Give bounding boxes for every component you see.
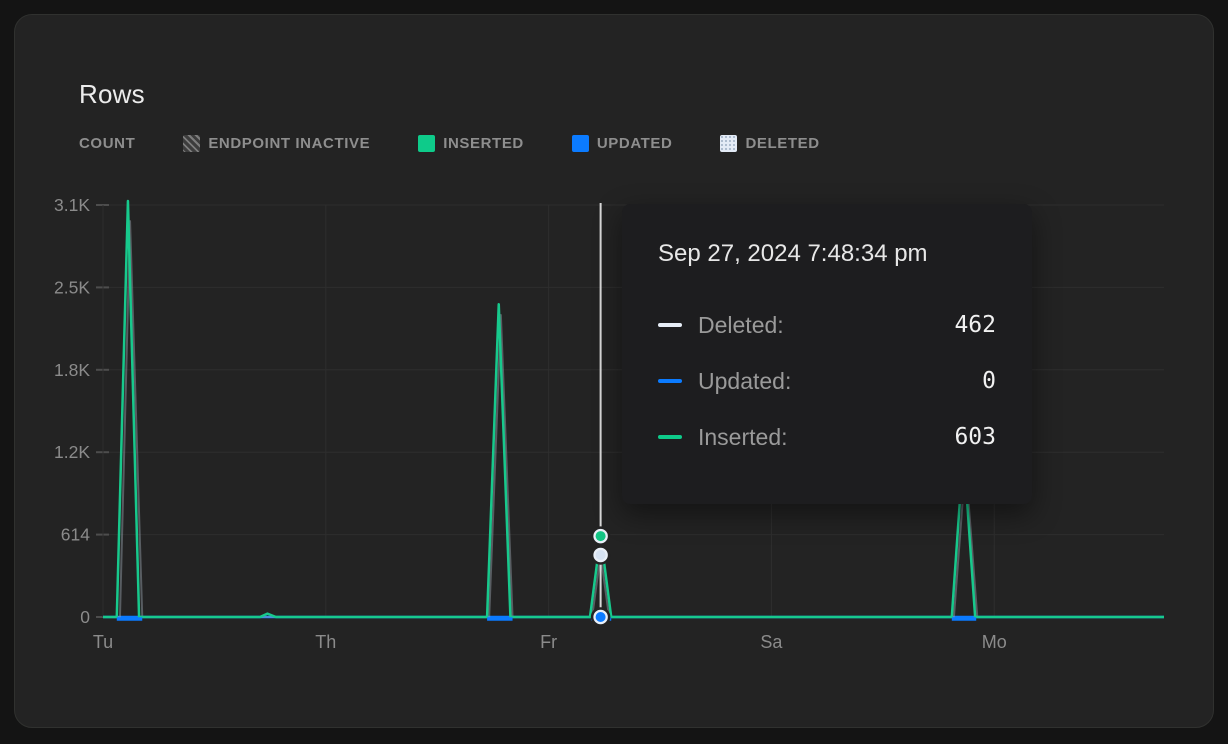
endpoint-inactive-swatch-icon [183,134,201,152]
legend-item-label: ENDPOINT INACTIVE [208,134,371,152]
y-tick-label: 3.1K [54,195,90,215]
legend-item-label: DELETED [745,134,820,152]
inserted-swatch-icon [418,134,436,152]
chart-tooltip: Sep 27, 2024 7:48:34 pm Deleted: 462 Updat… [622,204,1032,504]
tooltip-row-inserted: Inserted: 603 [658,409,996,465]
y-tick-label: 2.5K [54,277,90,297]
marker-dot-updated [595,612,606,622]
legend-item-updated[interactable]: UPDATED [571,134,673,152]
marker-dot-inserted [595,531,606,542]
x-tick-label: Sa [760,632,783,652]
series-line-inserted [103,199,1164,619]
legend-item-inserted[interactable]: INSERTED [418,134,524,152]
updated-swatch-icon [571,134,589,152]
chart-legend: COUNT ENDPOINT INACTIVE INSERTED UPDATED DE… [79,131,820,155]
y-tick-label: 1.2K [54,442,90,462]
tooltip-row-value: 603 [954,424,996,450]
x-tick-label: Fr [540,632,557,652]
tooltip-row-label: Deleted: [698,311,784,338]
legend-item-label: UPDATED [596,134,673,152]
tooltip-row-value: 0 [982,368,996,394]
deleted-swatch-icon [720,134,738,152]
tooltip-row-label: Inserted: [698,423,788,450]
x-tick-label: Mo [982,632,1007,652]
tooltip-rows: Deleted: 462 Updated: 0 Inserted: 603 [658,297,996,465]
legend-items: ENDPOINT INACTIVE INSERTED UPDATED DELETED [183,134,820,152]
marker-dot-deleted [595,549,606,560]
series-dash-icon [658,379,682,383]
tooltip-row-updated: Updated: 0 [658,353,996,409]
legend-count-label: COUNT [79,134,136,152]
legend-item-deleted[interactable]: DELETED [720,134,820,152]
tooltip-title: Sep 27, 2024 7:48:34 pm [658,240,928,267]
y-tick-label: 614 [61,525,90,545]
legend-item-endpoint-inactive[interactable]: ENDPOINT INACTIVE [183,134,371,152]
tooltip-row-value: 462 [954,312,996,338]
series-dash-icon [658,435,682,439]
tooltip-row-label: Updated: [698,367,792,394]
page-title: Rows [79,79,145,109]
y-tick-label: 1.8K [54,360,90,380]
legend-item-label: INSERTED [443,134,524,152]
series-dash-icon [658,323,682,327]
x-tick-label: Tu [93,632,113,652]
y-tick-label: 0 [80,607,90,627]
tooltip-row-deleted: Deleted: 462 [658,297,996,353]
x-tick-label: Th [315,632,336,652]
